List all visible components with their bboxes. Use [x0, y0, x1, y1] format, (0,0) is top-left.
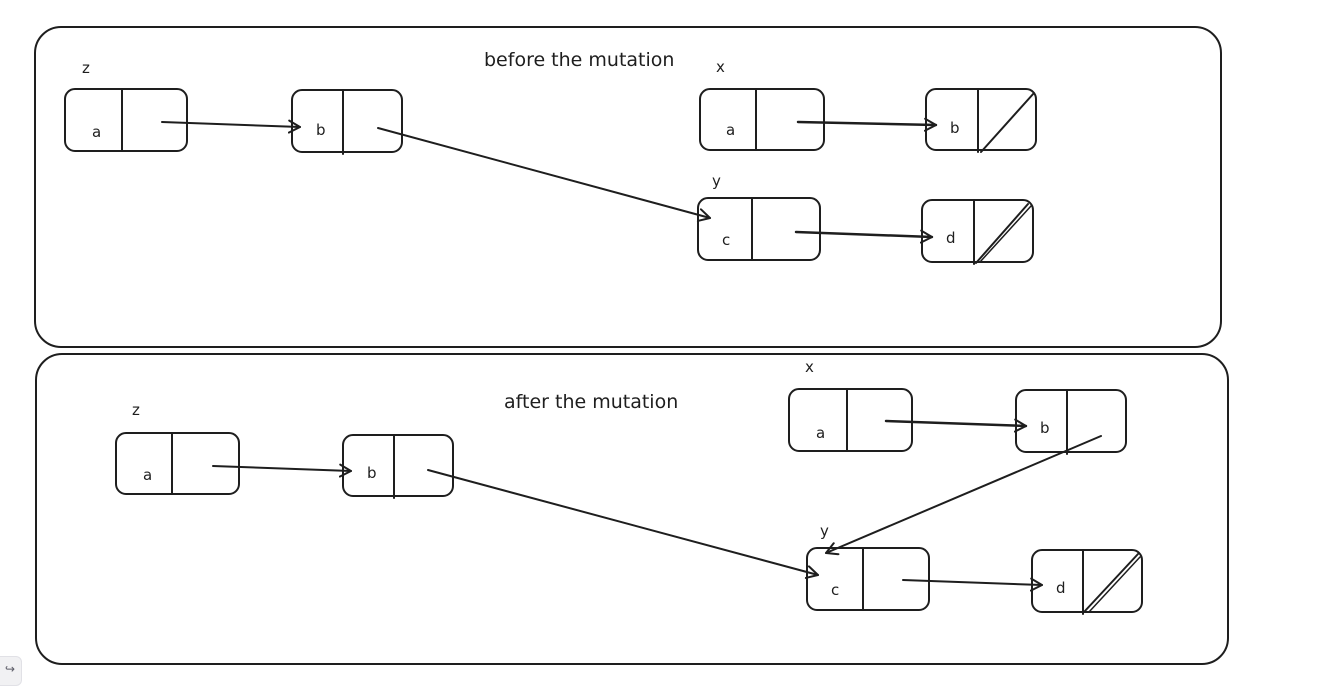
list-node: d	[921, 199, 1034, 265]
node-value: a	[143, 466, 152, 484]
panel-title: before the mutation	[484, 49, 674, 71]
panel-frame	[35, 353, 1229, 665]
list-node: b	[1015, 389, 1127, 455]
panel-before: before the mutation z x y a b a b	[34, 26, 1222, 348]
node-value: b	[367, 464, 377, 482]
node-value: c	[722, 231, 730, 249]
redo-arrow-icon: ↪	[4, 662, 16, 676]
node-value: a	[92, 123, 101, 141]
pointer-arrow	[884, 418, 1028, 433]
variable-label-y: y	[820, 522, 829, 540]
list-node: a	[788, 388, 913, 452]
list-node: b	[342, 434, 454, 499]
node-value: d	[1056, 579, 1066, 597]
pointer-arrow	[427, 469, 819, 579]
list-node: a	[699, 88, 825, 151]
variable-label-y: y	[712, 172, 721, 190]
variable-label-x: x	[716, 58, 725, 76]
variable-label-z: z	[132, 401, 140, 419]
node-value: d	[946, 229, 956, 247]
variable-label-z: z	[82, 59, 90, 77]
panel-after: after the mutation z x y a b a b	[35, 353, 1229, 665]
pointer-arrow	[212, 463, 352, 478]
null-pointer-slash	[980, 92, 1035, 153]
list-node: d	[1031, 549, 1143, 615]
pointer-arrow	[161, 119, 301, 134]
node-value: a	[726, 121, 735, 139]
null-pointer-slash	[975, 203, 1029, 264]
list-node: b	[291, 89, 403, 155]
node-value: b	[316, 121, 326, 139]
pointer-arrow	[902, 577, 1043, 592]
list-node: a	[115, 432, 240, 495]
list-node: b	[925, 88, 1037, 153]
list-node: c	[697, 197, 821, 261]
panel-title: after the mutation	[504, 391, 678, 413]
pointer-arrow	[796, 117, 938, 132]
node-value: b	[1040, 419, 1050, 437]
pointer-arrow	[825, 435, 1102, 556]
node-value: b	[950, 119, 960, 137]
variable-label-x: x	[805, 358, 814, 376]
null-pointer-slash	[1083, 553, 1139, 613]
list-node: c	[806, 547, 930, 611]
node-value: a	[816, 424, 825, 442]
node-value: c	[831, 581, 839, 599]
panel-frame	[34, 26, 1222, 348]
list-node: a	[64, 88, 188, 152]
redo-button[interactable]: ↪	[0, 656, 22, 686]
pointer-arrow	[794, 229, 934, 244]
pointer-arrow	[377, 127, 711, 222]
